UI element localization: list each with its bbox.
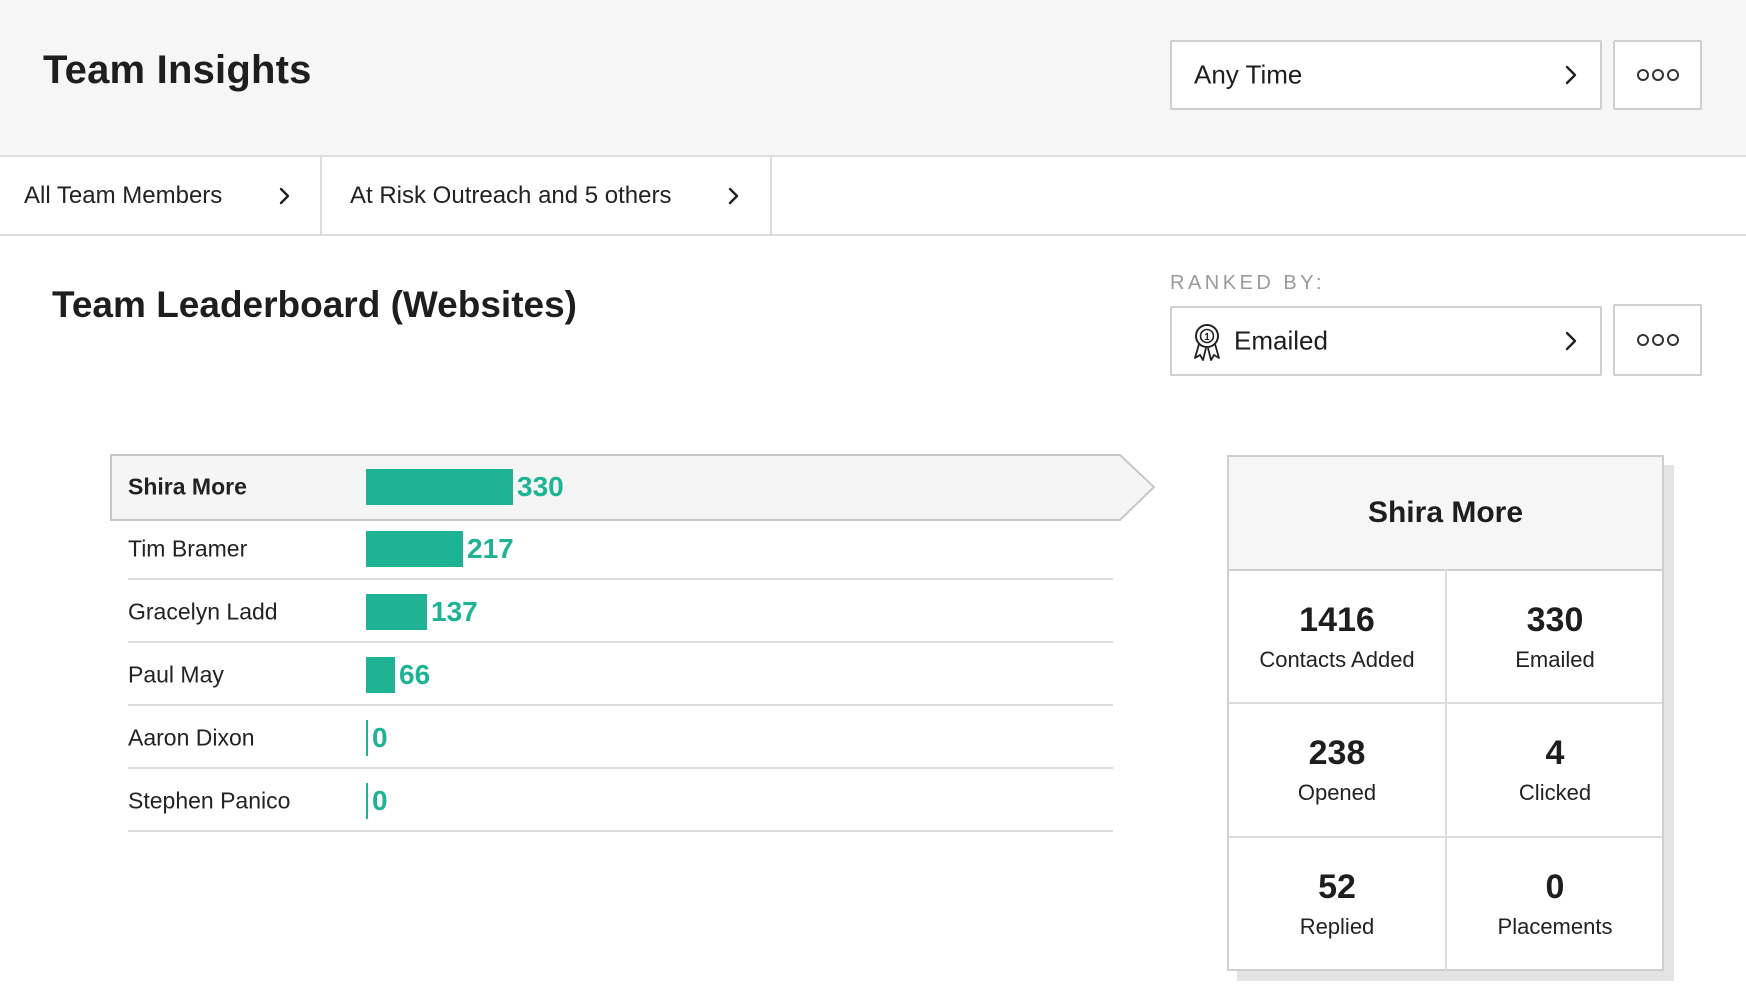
team-members-filter-label: All Team Members: [24, 181, 223, 209]
ranked-by-select[interactable]: 1 Emailed: [1170, 306, 1602, 376]
score-value: 330: [517, 471, 564, 502]
score-bar: [366, 469, 513, 505]
chevron-right-icon: [1565, 331, 1577, 351]
chevron-right-icon: [1565, 65, 1577, 85]
member-name: Shira More: [128, 473, 247, 500]
card-divider: [1229, 702, 1662, 704]
stat-value: 1416: [1299, 601, 1375, 639]
score-value: 0: [372, 722, 388, 753]
score-bar: [366, 594, 427, 630]
more-options-icon: [1636, 334, 1679, 346]
leaderboard-row[interactable]: Shira More 330: [128, 454, 1113, 520]
time-filter-label: Any Time: [1194, 59, 1303, 90]
stat-label: Placements: [1497, 914, 1613, 939]
campaigns-filter-label: At Risk Outreach and 5 others: [350, 181, 672, 209]
ranked-by-label: RANKED BY:: [1170, 272, 1326, 294]
chevron-right-icon: [279, 187, 290, 204]
leaderboard-row[interactable]: Paul May 66: [128, 644, 1113, 706]
award-ribbon-icon: 1: [1194, 324, 1220, 361]
stat-label: Opened: [1297, 780, 1377, 805]
stat-value: 330: [1526, 601, 1584, 639]
score-value: 137: [431, 596, 478, 627]
time-filter-select[interactable]: Any Time: [1170, 40, 1602, 110]
score-value: 66: [399, 659, 431, 690]
stat-opened: 238 Opened: [1229, 704, 1445, 836]
stat-clicked: 4 Clicked: [1447, 704, 1663, 836]
row-divider: [128, 578, 1113, 580]
stat-contacts-added: 1416 Contacts Added: [1229, 571, 1445, 703]
more-options-icon: [1636, 69, 1679, 81]
score-value: 217: [467, 533, 514, 564]
stat-value: 4: [1545, 734, 1565, 772]
chevron-right-icon: [728, 187, 739, 204]
stat-value: 0: [1545, 868, 1565, 906]
team-members-filter[interactable]: All Team Members: [0, 157, 322, 234]
score-bar: [366, 531, 463, 567]
stat-value: 238: [1308, 734, 1366, 772]
leaderboard-more-button[interactable]: [1613, 304, 1702, 376]
score-bar: [366, 783, 368, 819]
row-divider: [128, 830, 1113, 832]
row-divider: [128, 704, 1113, 706]
stat-label: Emailed: [1515, 647, 1595, 672]
leaderboard-row[interactable]: Gracelyn Ladd 137: [128, 581, 1113, 643]
filter-bar: All Team Members At Risk Outreach and 5 …: [0, 157, 1746, 236]
member-name: Stephen Panico: [128, 787, 291, 814]
member-detail-card: Shira More 1416 Contacts Added 330 Email…: [1227, 455, 1664, 971]
header-more-button[interactable]: [1613, 40, 1702, 110]
page-title: Team Insights: [43, 48, 312, 92]
member-name: Aaron Dixon: [128, 724, 255, 751]
leaderboard-title: Team Leaderboard (Websites): [52, 284, 577, 325]
leaderboard-row[interactable]: Stephen Panico 0: [128, 770, 1113, 832]
card-member-name: Shira More: [1367, 496, 1524, 529]
card-divider: [1229, 836, 1662, 838]
stat-placements: 0 Placements: [1447, 838, 1663, 970]
stat-label: Clicked: [1518, 780, 1592, 805]
member-name: Gracelyn Ladd: [128, 598, 278, 625]
member-name: Paul May: [128, 661, 224, 688]
svg-text:1: 1: [1204, 332, 1210, 343]
score-bar: [366, 657, 395, 693]
row-divider: [128, 767, 1113, 769]
card-header: Shira More: [1229, 457, 1662, 571]
score-value: 0: [372, 785, 388, 816]
stat-label: Replied: [1299, 914, 1375, 939]
stat-value: 52: [1318, 868, 1356, 906]
campaigns-filter[interactable]: At Risk Outreach and 5 others: [322, 157, 772, 234]
card-divider: [1445, 569, 1447, 971]
ranked-by-value: Emailed: [1234, 325, 1328, 356]
stat-label: Contacts Added: [1259, 647, 1415, 672]
score-bar: [366, 720, 368, 756]
member-name: Tim Bramer: [128, 535, 248, 562]
stat-replied: 52 Replied: [1229, 838, 1445, 970]
page-header: Team Insights Any Time: [0, 0, 1746, 157]
leaderboard-row[interactable]: Aaron Dixon 0: [128, 707, 1113, 769]
row-divider: [128, 641, 1113, 643]
stat-emailed: 330 Emailed: [1447, 571, 1663, 703]
leaderboard-row[interactable]: Tim Bramer 217: [128, 518, 1113, 580]
